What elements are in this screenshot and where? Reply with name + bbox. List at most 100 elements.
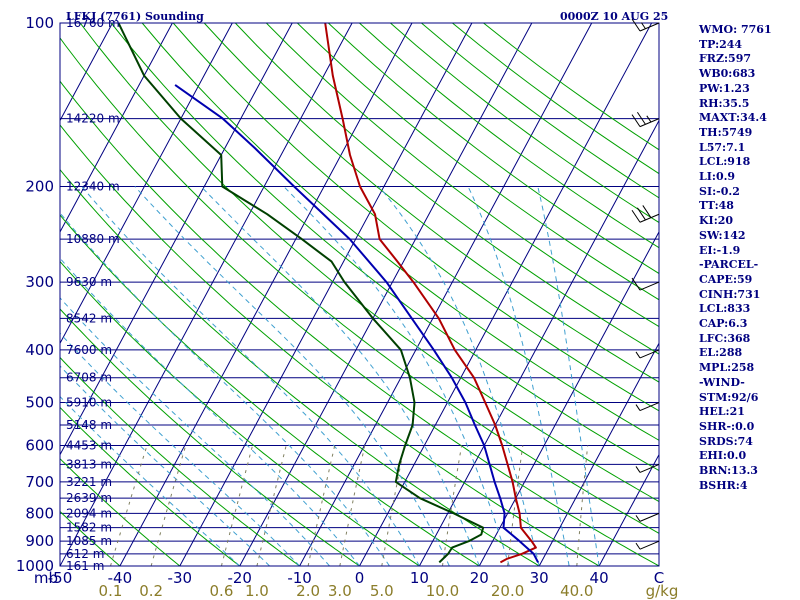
wind-barb [635, 349, 660, 359]
height-label: 612 m [66, 547, 104, 561]
mixing-ratio-line [339, 445, 366, 566]
mixing-ratio-tick-label: 20.0 [491, 582, 524, 600]
sounding-index: L57:7.1 [699, 140, 746, 154]
mixing-ratio-tick-label: 3.0 [328, 582, 352, 600]
temperature-trace [324, 23, 537, 564]
chart-valid-time: 0000Z 10 AUG 25 [560, 10, 668, 23]
isotherm-line [598, 453, 659, 566]
wind-barb [635, 512, 660, 522]
sounding-indices-panel: WMO: 7761 TP:244 FRZ:597 WB0:683 PW:1.23 RH:3… [699, 23, 772, 494]
wind-barb [631, 18, 660, 32]
isotherm-line [179, 23, 473, 566]
isotherm-line [359, 23, 653, 566]
sounding-index: CAPE:59 [699, 272, 753, 286]
chart-title: LFKJ (7761) Sounding [66, 10, 204, 23]
height-label: 9630 m [66, 275, 112, 289]
dry-adiabat [60, 510, 121, 566]
sounding-index: -WIND- [699, 375, 745, 389]
temperature-tick-label: 40 [590, 569, 609, 587]
moist-adiabat [200, 186, 480, 566]
sounding-index: FRZ:597 [699, 52, 752, 66]
height-label: 12340 m [66, 179, 120, 193]
sounding-index: LCL:833 [699, 302, 751, 316]
sounding-index: HEL:21 [699, 405, 745, 419]
wind-barb [635, 463, 660, 473]
sounding-index: MPL:258 [699, 361, 755, 375]
height-label: 6708 m [66, 371, 112, 385]
parcel-trace [174, 84, 539, 563]
sounding-index: SRDS:74 [699, 434, 753, 448]
sounding-index: LI:0.9 [699, 170, 736, 184]
temperature-tick-label: -20 [227, 569, 252, 587]
sounding-index: SHR-:0.0 [699, 419, 755, 433]
height-label: 3813 m [66, 457, 112, 471]
height-label: 7600 m [66, 343, 112, 357]
mixing-ratio-line [442, 445, 463, 566]
sounding-index: TH:5749 [699, 125, 753, 139]
moist-adiabat [134, 186, 450, 566]
pressure-tick-label: 400 [25, 341, 54, 359]
isotherm-line [418, 119, 659, 566]
height-label: 5148 m [66, 418, 112, 432]
sounding-index: BRN:13.3 [699, 464, 758, 478]
dry-adiabat [60, 214, 480, 566]
wind-barb [631, 111, 660, 128]
height-label: 1085 m [66, 534, 112, 548]
isotherm-line [60, 23, 353, 566]
isotherm-line [60, 23, 173, 234]
sounding-index: -PARCEL- [699, 258, 759, 272]
height-label: 3221 m [66, 475, 112, 489]
sounding-index: WMO: 7761 [699, 23, 772, 36]
temperature-tick-label: 30 [530, 569, 549, 587]
pressure-tick-label: 900 [25, 532, 54, 550]
sounding-index: SW:142 [699, 228, 746, 242]
height-label: 16760 m [66, 16, 120, 30]
dry-adiabat [141, 23, 659, 441]
moist-adiabat [81, 186, 420, 566]
pressure-tick-label: 500 [25, 394, 54, 412]
sounding-index: CINH:731 [699, 287, 761, 301]
pressure-tick-label: 600 [25, 437, 54, 455]
dry-adiabat [60, 457, 181, 566]
pressure-tick-label: 300 [25, 273, 54, 291]
mixing-ratio-line [381, 445, 405, 566]
height-label: 2639 m [66, 491, 112, 505]
pressure-tick-label: 800 [25, 504, 54, 522]
sounding-index: EL:288 [699, 346, 743, 360]
dry-adiabat [265, 23, 659, 328]
height-label: 14220 m [66, 112, 120, 126]
moist-adiabat [60, 297, 330, 566]
sounding-index: STM:92/6 [699, 390, 759, 404]
mixing-ratio-line [110, 445, 148, 566]
mixing-ratio-line [507, 445, 524, 566]
dry-adiabat [60, 406, 241, 566]
dry-adiabat [60, 124, 600, 566]
dry-adiabat [234, 23, 659, 355]
isotherm-line [299, 23, 593, 566]
pressure-tick-label: 200 [25, 177, 54, 195]
height-label: 10880 m [66, 232, 120, 246]
temperature-tick-label: -50 [48, 569, 73, 587]
mixing-ratio-tick-label: 5.0 [370, 582, 394, 600]
sounding-index: LCL:918 [699, 155, 751, 169]
moist-adiabat [60, 365, 270, 566]
isotherm-line [239, 23, 533, 566]
mixing-ratio-tick-label: 1.0 [245, 582, 269, 600]
dewpoint-trace [117, 23, 485, 564]
dry-adiabat [60, 260, 420, 566]
moist-adiabat [467, 186, 570, 566]
sounding-index: BSHR:4 [699, 478, 748, 492]
height-label: 8542 m [66, 311, 112, 325]
dry-adiabat [359, 23, 659, 249]
sounding-index: LFC:368 [699, 331, 751, 345]
moist-adiabat [378, 186, 540, 566]
dry-adiabat [172, 23, 659, 412]
temperature-tick-label: -10 [287, 569, 312, 587]
moist-adiabat [283, 186, 510, 566]
moist-adiabat [60, 257, 360, 566]
height-label: 4453 m [66, 439, 112, 453]
dry-adiabat [60, 168, 540, 566]
mixing-ratio-tick-label: 40.0 [560, 582, 593, 600]
dry-adiabat [60, 356, 300, 566]
